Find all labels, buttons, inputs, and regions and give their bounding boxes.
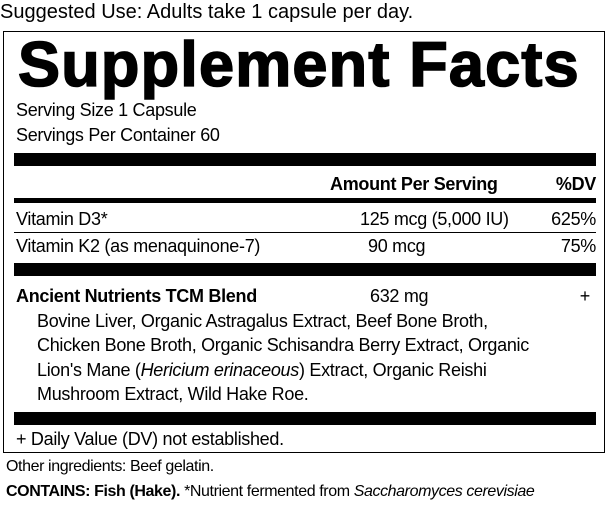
header-dv: %DV — [555, 174, 596, 194]
blend-name: Ancient Nutrients TCM Blend — [16, 286, 257, 306]
thick-divider — [14, 263, 596, 276]
text: *Nutrient fermented from — [180, 483, 354, 500]
contains-label: CONTAINS: Fish (Hake). — [6, 483, 181, 500]
blend-ingredients: Bovine Liver, Organic Astragalus Extract… — [37, 311, 488, 331]
nutrient-name: Vitamin D3* — [16, 209, 108, 229]
latin-name: Saccharomyces cerevisiae — [353, 483, 535, 500]
blend-ingredients: Mushroom Extract, Wild Hake Roe. — [37, 384, 309, 404]
thick-divider — [14, 153, 596, 166]
allergen-statement: CONTAINS: Fish (Hake). *Nutrient ferment… — [6, 482, 535, 502]
thick-divider — [14, 412, 596, 425]
suggested-use: Suggested Use: Adults take 1 capsule per… — [0, 1, 414, 23]
nutrient-dv: 75% — [560, 236, 596, 256]
servings-per-container: Servings Per Container 60 — [16, 125, 220, 145]
nutrient-amount: 125 mcg (5,000 IU) — [360, 209, 509, 229]
nutrient-name: Vitamin K2 (as menaquinone-7) — [16, 236, 261, 256]
latin-name: Hericium erinaceous — [140, 360, 300, 380]
panel-title: Supplement Facts — [17, 29, 580, 101]
thin-divider — [14, 232, 596, 233]
blend-amount: 632 mg — [370, 286, 429, 306]
supplement-facts-panel: Supplement Facts Serving Size 1 Capsule … — [3, 29, 605, 453]
nutrient-amount: 90 mcg — [368, 236, 426, 256]
serving-size: Serving Size 1 Capsule — [16, 100, 197, 120]
footnote: + Daily Value (DV) not established. — [16, 429, 284, 449]
other-ingredients: Other ingredients: Beef gelatin. — [6, 458, 214, 475]
text: Lion's Mane ( — [37, 360, 141, 380]
nutrient-dv: 625% — [551, 209, 596, 229]
blend-dv: + — [579, 286, 591, 306]
blend-ingredients: Chicken Bone Broth, Organic Schisandra B… — [37, 335, 529, 355]
medium-divider — [14, 198, 596, 203]
text: ) Extract, Organic Reishi — [298, 360, 487, 380]
blend-ingredients: Lion's Mane (Hericium erinaceous) Extrac… — [37, 359, 487, 381]
header-amount: Amount Per Serving — [330, 174, 498, 194]
